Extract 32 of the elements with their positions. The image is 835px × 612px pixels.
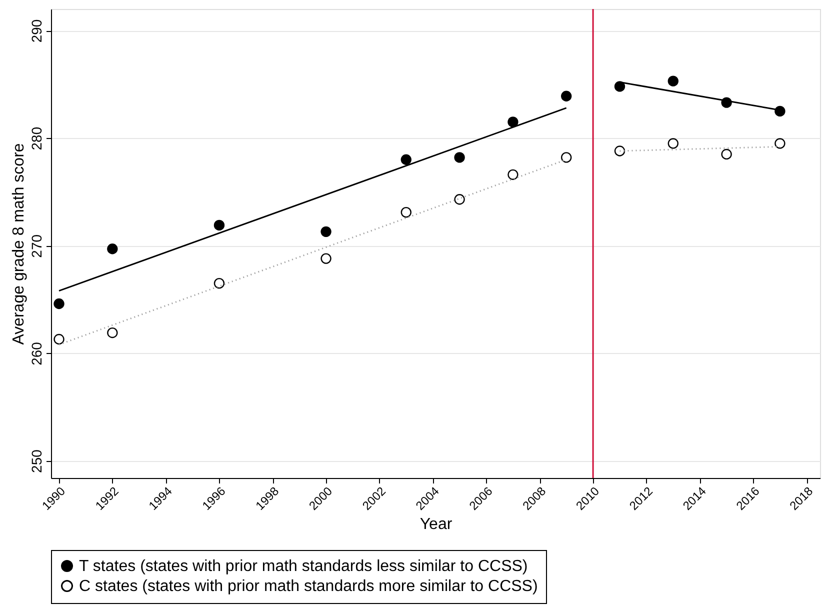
point [400, 206, 412, 218]
point [508, 169, 518, 180]
point [668, 138, 678, 149]
y-tick-label: 250 [28, 449, 44, 473]
x-axis-title: Year [420, 516, 453, 534]
point [614, 81, 626, 92]
y-axis-title: Average grade 8 math score [10, 143, 28, 345]
point [774, 138, 786, 149]
legend-label: C states (states with prior math standards more similar to CCSS) [79, 578, 538, 595]
point [454, 194, 465, 205]
point [107, 327, 118, 338]
point [54, 334, 64, 345]
point [721, 148, 732, 160]
y-tick-label: 260 [28, 342, 44, 366]
point [508, 116, 518, 128]
point [320, 226, 332, 237]
point [320, 253, 332, 264]
point [774, 106, 786, 117]
point [214, 278, 225, 289]
point [54, 298, 64, 310]
point [614, 146, 626, 156]
legend-label: T states (states with prior math standards less similar to CCSS) [79, 558, 528, 575]
point [560, 152, 572, 163]
point [454, 152, 465, 163]
y-tick-label: 280 [28, 126, 44, 150]
point [668, 76, 678, 86]
y-tick-label: 270 [28, 234, 44, 258]
point [560, 90, 572, 102]
point [400, 154, 412, 165]
point [107, 244, 118, 254]
y-tick-label: 290 [28, 19, 44, 43]
point [214, 220, 225, 231]
